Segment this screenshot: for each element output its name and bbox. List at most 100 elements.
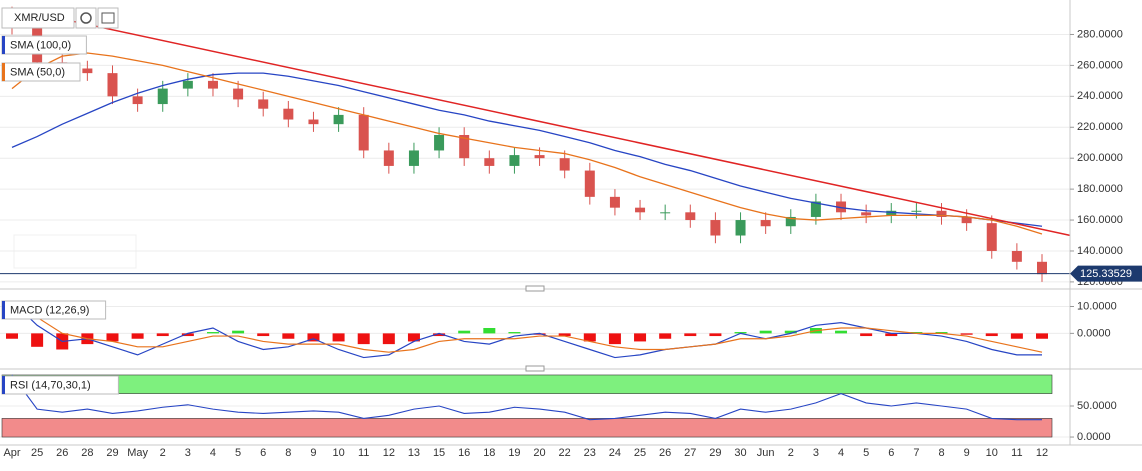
blank-box <box>13 234 137 269</box>
x-tick-label: Apr <box>3 447 20 459</box>
macd-histogram-bar <box>257 333 270 337</box>
sma-line <box>11 52 1043 235</box>
y-tick-label: 50.0000 <box>1077 400 1117 412</box>
macd-histogram-bar <box>533 333 546 335</box>
x-tick-label: 30 <box>734 447 746 459</box>
candle-body <box>308 119 319 125</box>
x-tick-label: 13 <box>408 447 420 459</box>
plot-layer <box>0 6 1142 438</box>
legend-item[interactable]: SMA (100,0) <box>1 35 87 55</box>
y-tick-label: 240.0000 <box>1077 90 1123 102</box>
x-tick-label: 3 <box>813 447 819 459</box>
candle-body <box>509 155 520 166</box>
x-tick-label: 15 <box>433 447 445 459</box>
x-tick-label: 4 <box>210 447 216 459</box>
x-tick-label: 23 <box>584 447 596 459</box>
macd-histogram-bar <box>106 333 119 342</box>
x-tick-label: 22 <box>559 447 571 459</box>
macd-histogram-bar <box>131 333 144 339</box>
x-tick-label: 6 <box>888 447 894 459</box>
x-tick-label: 3 <box>185 447 191 459</box>
macd-histogram-bar <box>608 333 621 345</box>
pane-handle[interactable] <box>525 285 545 292</box>
legend-item[interactable]: XMR/USD <box>1 7 75 29</box>
macd-histogram-bar <box>935 332 948 334</box>
candle-body <box>358 114 369 151</box>
candle-body <box>333 114 344 125</box>
x-tick-label: 29 <box>106 447 118 459</box>
macd-histogram-bar <box>483 328 496 334</box>
x-tick-label: 29 <box>709 447 721 459</box>
y-tick-label: 260.0000 <box>1077 59 1123 71</box>
macd-line <box>11 311 1043 353</box>
refresh-button[interactable] <box>75 7 97 29</box>
x-tick-label: 7 <box>913 447 919 459</box>
y-tick-label: 280.0000 <box>1077 28 1123 40</box>
candle-body <box>107 73 118 97</box>
macd-histogram-bar <box>6 333 18 339</box>
last-price-label: 125.33529 <box>1080 268 1132 280</box>
y-tick-label: 0.0000 <box>1077 431 1111 443</box>
macd-histogram-bar <box>332 333 345 342</box>
rsi-band <box>1 418 1053 438</box>
macd-histogram-bar <box>407 333 420 342</box>
x-tick-label: 24 <box>609 447 621 459</box>
macd-histogram-bar <box>734 332 747 334</box>
x-tick-label: 12 <box>1036 447 1048 459</box>
candle-body <box>710 220 721 236</box>
x-tick-label: 5 <box>863 447 869 459</box>
candle-body <box>207 80 218 89</box>
macd-histogram-bar <box>181 333 194 337</box>
trend-line <box>11 7 1071 237</box>
x-tick-label: Jun <box>757 447 775 459</box>
macd-histogram-bar <box>232 330 245 334</box>
x-tick-label: 4 <box>838 447 844 459</box>
macd-histogram-bar <box>433 333 446 337</box>
y-tick-label: 220.0000 <box>1077 121 1123 133</box>
x-tick-label: 28 <box>81 447 93 459</box>
x-tick-label: 6 <box>260 447 266 459</box>
x-tick-label: 12 <box>383 447 395 459</box>
x-tick-label: 19 <box>508 447 520 459</box>
macd-histogram-bar <box>709 333 722 337</box>
candle-body <box>911 210 922 212</box>
macd-histogram-bar <box>31 333 44 347</box>
y-tick-label: 180.0000 <box>1077 183 1123 195</box>
x-tick-label: 27 <box>684 447 696 459</box>
x-tick-label: 8 <box>938 447 944 459</box>
macd-histogram-bar <box>835 330 848 334</box>
x-tick-label: 8 <box>285 447 291 459</box>
macd-histogram-bar <box>759 330 772 334</box>
x-tick-label: 9 <box>310 447 316 459</box>
legend-item[interactable]: MACD (12,26,9) <box>1 300 107 320</box>
macd-histogram-bar <box>860 333 873 337</box>
last-price-tag <box>1070 265 1142 282</box>
symbol-label: XMR/USD <box>14 12 65 24</box>
macd-histogram-bar <box>910 332 923 334</box>
candle-body <box>408 150 419 166</box>
legend-swatch <box>2 36 5 54</box>
candle-body <box>258 99 269 109</box>
x-tick-label: 16 <box>458 447 470 459</box>
x-tick-label: 25 <box>634 447 646 459</box>
settings-icon <box>101 12 115 24</box>
legend-item[interactable]: RSI (14,70,30,1) <box>1 375 119 395</box>
pane-handle[interactable] <box>525 365 545 372</box>
x-tick-label: May <box>127 447 148 459</box>
macd-histogram-bar <box>558 333 571 337</box>
x-tick-label: 18 <box>483 447 495 459</box>
settings-button[interactable] <box>97 7 119 29</box>
legend-item[interactable]: SMA (50,0) <box>1 62 81 82</box>
macd-histogram-bar <box>382 333 395 345</box>
macd-histogram-bar <box>784 330 797 334</box>
macd-histogram-bar <box>684 333 697 337</box>
macd-histogram-bar <box>156 333 169 337</box>
candle-body <box>660 212 671 214</box>
rsi-band <box>1 374 1053 394</box>
macd-histogram-bar <box>985 333 998 337</box>
candle-body <box>785 216 796 227</box>
legend-label: MACD (12,26,9) <box>10 304 89 316</box>
x-tick-label: 5 <box>235 447 241 459</box>
legend-label: SMA (50,0) <box>10 66 65 78</box>
